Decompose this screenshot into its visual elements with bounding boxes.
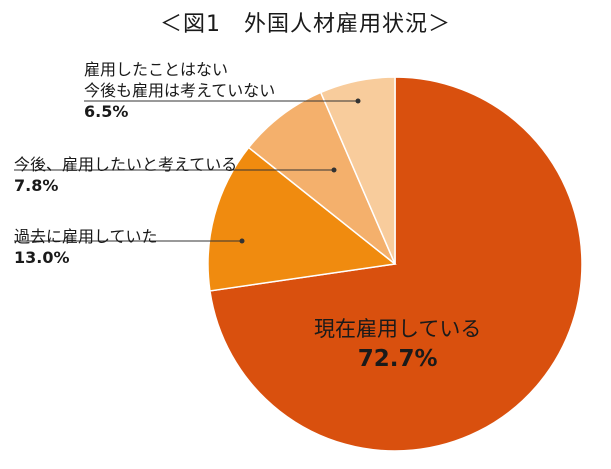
slice-label-text-line2: 今後も雇用は考えていない (84, 81, 276, 100)
slice-label-text: 雇用したことはない (84, 60, 229, 79)
slice-label-text: 過去に雇用していた (14, 227, 158, 246)
slice-label-plan-to-employ: 今後、雇用したいと考えている 7.8% (14, 154, 237, 196)
leader-dot (331, 167, 337, 173)
slice-label-previously-employed: 過去に雇用していた 13.0% (14, 226, 158, 268)
slice-percent: 72.7% (357, 346, 438, 372)
slice-percent: 13.0% (14, 248, 70, 267)
slice-label-text: 今後、雇用したいと考えている (14, 155, 238, 174)
slice-percent: 6.5% (84, 102, 129, 121)
pie-slice-plan-to-employ (247, 91, 396, 265)
slice-label-never-employed: 雇用したことはない 今後も雇用は考えていない 6.5% (84, 59, 275, 122)
pie-slice-previously-employed (207, 146, 397, 292)
pie-slice-never-employed (319, 76, 396, 265)
slice-percent: 7.8% (14, 176, 59, 195)
slice-label-currently-employing: 現在雇用している 72.7% (314, 314, 481, 374)
slice-label-text: 現在雇用している (314, 317, 482, 341)
chart-title: ＜図1 外国人材雇用状況＞ (160, 12, 451, 37)
leader-dot (355, 98, 361, 104)
leader-dot (239, 238, 245, 244)
